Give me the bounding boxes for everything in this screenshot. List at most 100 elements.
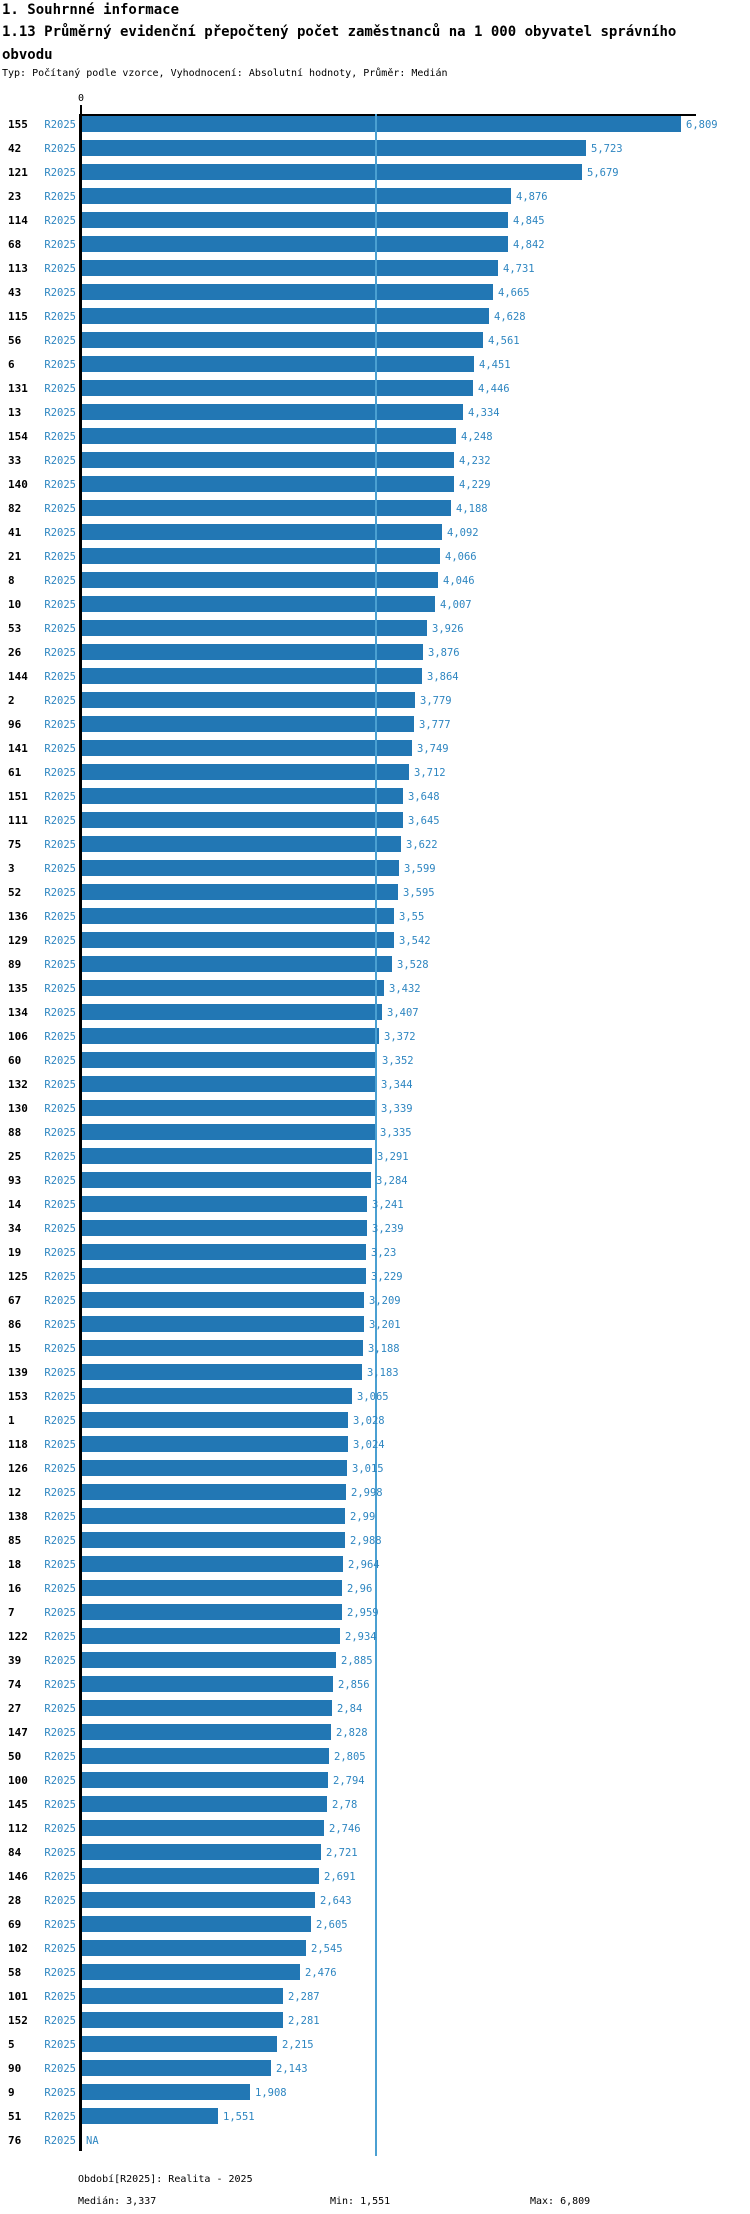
chart-row-100: 100 R2025 2,794 (0, 1772, 750, 1788)
category-label: 93 (8, 1174, 22, 1187)
chart-row-52: 52 R2025 3,595 (0, 884, 750, 900)
chart-row-51: 51 R2025 1,551 (0, 2108, 750, 2124)
bar (82, 596, 435, 612)
value-label: 5,679 (587, 166, 619, 179)
series-label: R2025 (44, 430, 76, 443)
chart-row-5: 5 R2025 2,215 (0, 2036, 750, 2052)
value-label: 3,528 (397, 958, 429, 971)
series-label: R2025 (44, 766, 76, 779)
series-label: R2025 (44, 310, 76, 323)
chart-row-129: 129 R2025 3,542 (0, 932, 750, 948)
series-label: R2025 (44, 1846, 76, 1859)
category-label: 86 (8, 1318, 22, 1331)
category-label: 135 (8, 982, 28, 995)
category-label: 67 (8, 1294, 22, 1307)
value-label: 2,721 (326, 1846, 358, 1859)
value-label: 3,542 (399, 934, 431, 947)
bar (82, 1724, 331, 1740)
series-label: R2025 (44, 1966, 76, 1979)
value-label: 3,432 (389, 982, 421, 995)
value-label: 4,092 (447, 526, 479, 539)
bar (82, 716, 414, 732)
bar (82, 1772, 328, 1788)
value-label: 3,028 (353, 1414, 385, 1427)
series-label: R2025 (44, 574, 76, 587)
chart-row-112: 112 R2025 2,746 (0, 1820, 750, 1836)
chart-row-115: 115 R2025 4,628 (0, 308, 750, 324)
value-label: 2,964 (348, 1558, 380, 1571)
chart-row-86: 86 R2025 3,201 (0, 1316, 750, 1332)
chart-row-12: 12 R2025 2,998 (0, 1484, 750, 1500)
series-label: R2025 (44, 718, 76, 731)
bar (82, 2036, 277, 2052)
value-label: 4,232 (459, 454, 491, 467)
category-label: 58 (8, 1966, 22, 1979)
category-label: 3 (8, 862, 15, 875)
category-label: 9 (8, 2086, 15, 2099)
value-label: 2,96 (347, 1582, 373, 1595)
bar (82, 620, 427, 636)
bar (82, 884, 398, 900)
bar (82, 644, 423, 660)
series-label: R2025 (44, 1630, 76, 1643)
series-label: R2025 (44, 454, 76, 467)
category-label: 90 (8, 2062, 22, 2075)
bar (82, 404, 463, 420)
chart-row-67: 67 R2025 3,209 (0, 1292, 750, 1308)
value-label: 2,794 (333, 1774, 365, 1787)
series-label: R2025 (44, 1942, 76, 1955)
value-label: 2,99 (350, 1510, 376, 1523)
series-label: R2025 (44, 934, 76, 947)
value-label: 3,372 (384, 1030, 416, 1043)
chart-row-74: 74 R2025 2,856 (0, 1676, 750, 1692)
category-label: 69 (8, 1918, 22, 1931)
series-label: R2025 (44, 1174, 76, 1187)
series-label: R2025 (44, 1678, 76, 1691)
value-label: 4,229 (459, 478, 491, 491)
chart-row-18: 18 R2025 2,964 (0, 1556, 750, 1572)
value-label: 2,959 (347, 1606, 379, 1619)
category-label: 39 (8, 1654, 22, 1667)
category-label: 75 (8, 838, 22, 851)
series-label: R2025 (44, 1318, 76, 1331)
chart-row-23: 23 R2025 4,876 (0, 188, 750, 204)
bar (82, 1148, 372, 1164)
series-label: R2025 (44, 598, 76, 611)
chart-row-85: 85 R2025 2,988 (0, 1532, 750, 1548)
value-label: 4,066 (445, 550, 477, 563)
series-label: R2025 (44, 1102, 76, 1115)
bar (82, 1580, 342, 1596)
series-label: R2025 (44, 1534, 76, 1547)
bar (82, 1532, 345, 1548)
value-label: 2,545 (311, 1942, 343, 1955)
bar (82, 1292, 364, 1308)
bar (82, 548, 440, 564)
series-label: R2025 (44, 1558, 76, 1571)
chart-row-114: 114 R2025 4,845 (0, 212, 750, 228)
section-title: 1. Souhrnné informace (2, 2, 180, 18)
chart-row-13: 13 R2025 4,334 (0, 404, 750, 420)
series-label: R2025 (44, 550, 76, 563)
series-label: R2025 (44, 1750, 76, 1763)
value-label: 2,998 (351, 1486, 383, 1499)
chart-row-136: 136 R2025 3,55 (0, 908, 750, 924)
category-label: 74 (8, 1678, 22, 1691)
chart-row-154: 154 R2025 4,248 (0, 428, 750, 444)
bar (82, 932, 394, 948)
bar (82, 1100, 376, 1116)
chart-row-25: 25 R2025 3,291 (0, 1148, 750, 1164)
series-label: R2025 (44, 1774, 76, 1787)
value-label: 3,926 (432, 622, 464, 635)
series-label: R2025 (44, 2086, 76, 2099)
category-label: 154 (8, 430, 28, 443)
median-line (375, 114, 377, 2156)
category-label: 114 (8, 214, 28, 227)
category-label: 112 (8, 1822, 28, 1835)
category-label: 132 (8, 1078, 28, 1091)
series-label: R2025 (44, 862, 76, 875)
series-label: R2025 (44, 166, 76, 179)
category-label: 10 (8, 598, 22, 611)
bar (82, 380, 473, 396)
category-label: 153 (8, 1390, 28, 1403)
chart-row-118: 118 R2025 3,024 (0, 1436, 750, 1452)
